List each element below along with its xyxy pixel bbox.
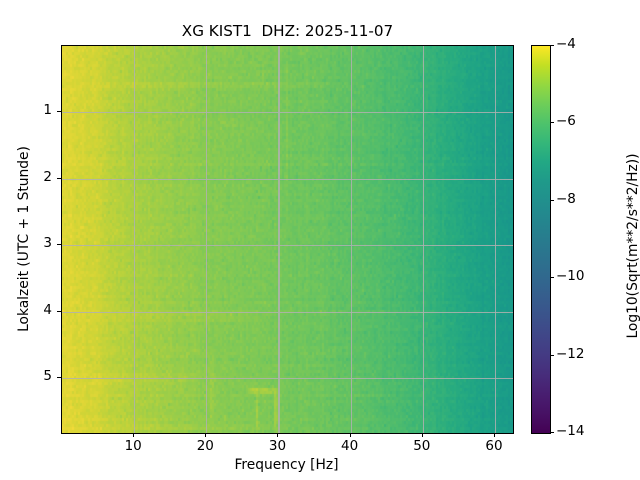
x-tick-mark (205, 433, 207, 437)
y-axis-label: Lokalzeit (UTC + 1 Stunde) (16, 146, 32, 332)
y-tick-mark (57, 376, 61, 378)
colorbar-tick-mark (550, 45, 554, 46)
x-tick-label: 50 (413, 438, 431, 454)
colorbar-tick-label: −4 (556, 36, 576, 52)
y-tick-label: 3 (43, 235, 52, 252)
colorbar-tick-label: −12 (556, 345, 585, 362)
y-tick-mark (57, 244, 61, 246)
y-tick-label: 2 (43, 168, 52, 185)
x-tick-label: 30 (268, 438, 287, 454)
y-tick-mark (57, 310, 61, 312)
x-tick-mark (349, 433, 351, 437)
colorbar-tick-mark (550, 432, 554, 433)
page-title: XG KIST1 DHZ: 2025-11-07 (181, 22, 394, 40)
colorbar-label: Log10(Sqrt(m**2/s**2/Hz)) (625, 153, 640, 339)
spectrogram-image (62, 46, 513, 433)
colorbar-tick-label: −14 (556, 423, 585, 439)
x-tick-label: 20 (196, 438, 214, 454)
colorbar-tick-mark (550, 277, 554, 279)
x-tick-label: 60 (485, 438, 503, 454)
x-tick-mark (133, 433, 135, 437)
colorbar-tick-mark (550, 122, 554, 124)
y-tick-label: 4 (43, 301, 52, 318)
colorbar-tick-label: −6 (556, 113, 576, 130)
y-tick-label: 5 (43, 367, 52, 384)
x-axis-label: Frequency [Hz] (234, 457, 339, 473)
x-tick-label: 10 (124, 438, 142, 454)
y-tick-label: 1 (43, 102, 52, 119)
spectrogram-axes (61, 45, 514, 434)
colorbar-tick-label: −8 (556, 190, 576, 207)
x-tick-label: 40 (341, 438, 359, 454)
x-tick-mark (493, 433, 495, 437)
colorbar (531, 45, 551, 434)
x-tick-mark (421, 433, 423, 437)
colorbar-tick-label: −10 (556, 268, 585, 285)
colorbar-tick-mark (550, 199, 554, 201)
x-tick-mark (277, 433, 279, 437)
y-tick-mark (57, 111, 61, 113)
y-tick-mark (57, 177, 61, 179)
colorbar-tick-mark (550, 354, 554, 356)
